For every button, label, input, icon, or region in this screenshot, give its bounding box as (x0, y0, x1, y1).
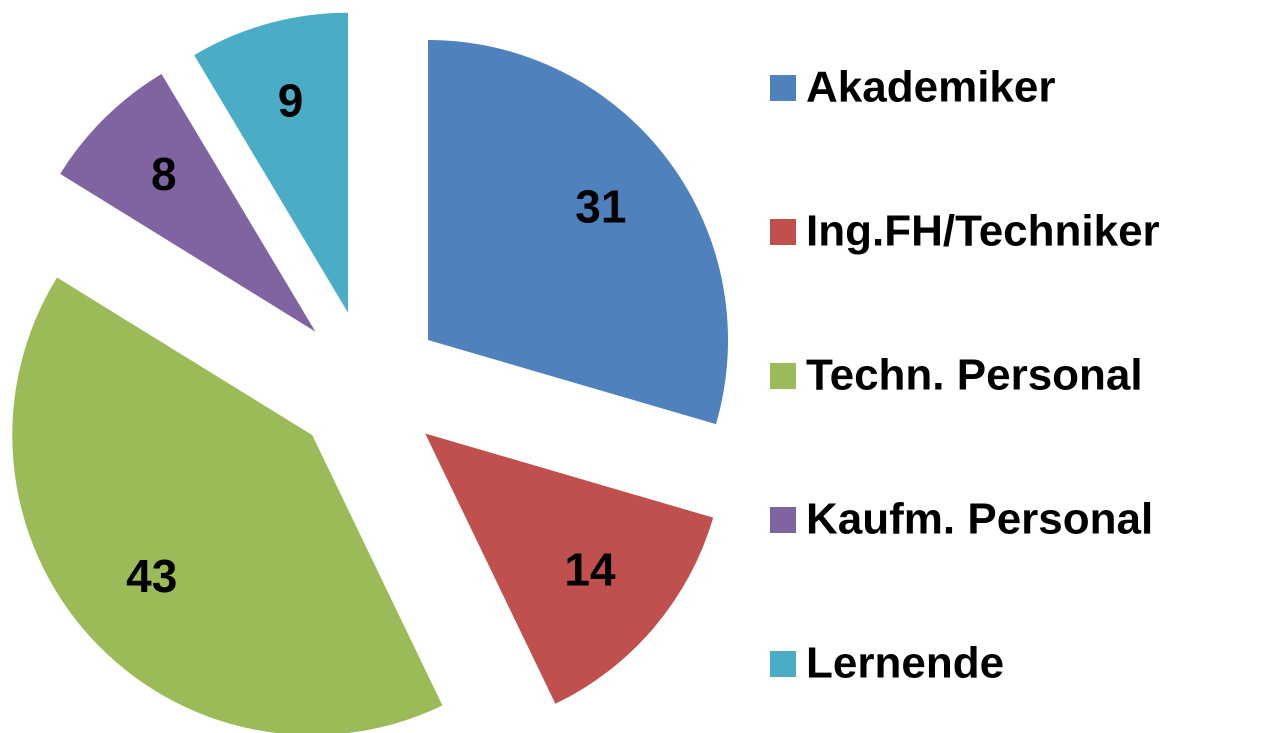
legend-swatch (770, 219, 796, 245)
legend-label: Akademiker (806, 63, 1055, 112)
legend-swatch (770, 651, 796, 677)
legend-label: Ing.FH/Techniker (806, 207, 1160, 256)
legend-label: Kaufm. Personal (806, 495, 1153, 544)
pie-slice (428, 40, 729, 425)
data-label: 8 (151, 148, 177, 200)
pie-slice (425, 433, 714, 704)
legend-label: Lernende (806, 639, 1004, 688)
legend-swatch (770, 75, 796, 101)
pie-slice (194, 12, 349, 313)
data-label: 14 (564, 543, 616, 595)
legend-swatch (770, 363, 796, 389)
data-label: 31 (575, 181, 626, 233)
data-label: 43 (126, 550, 177, 602)
legend-label: Techn. Personal (806, 351, 1143, 400)
pie-slice (12, 277, 443, 733)
legend-swatch (770, 507, 796, 533)
data-label: 9 (278, 75, 304, 127)
pie-slice (60, 74, 316, 332)
